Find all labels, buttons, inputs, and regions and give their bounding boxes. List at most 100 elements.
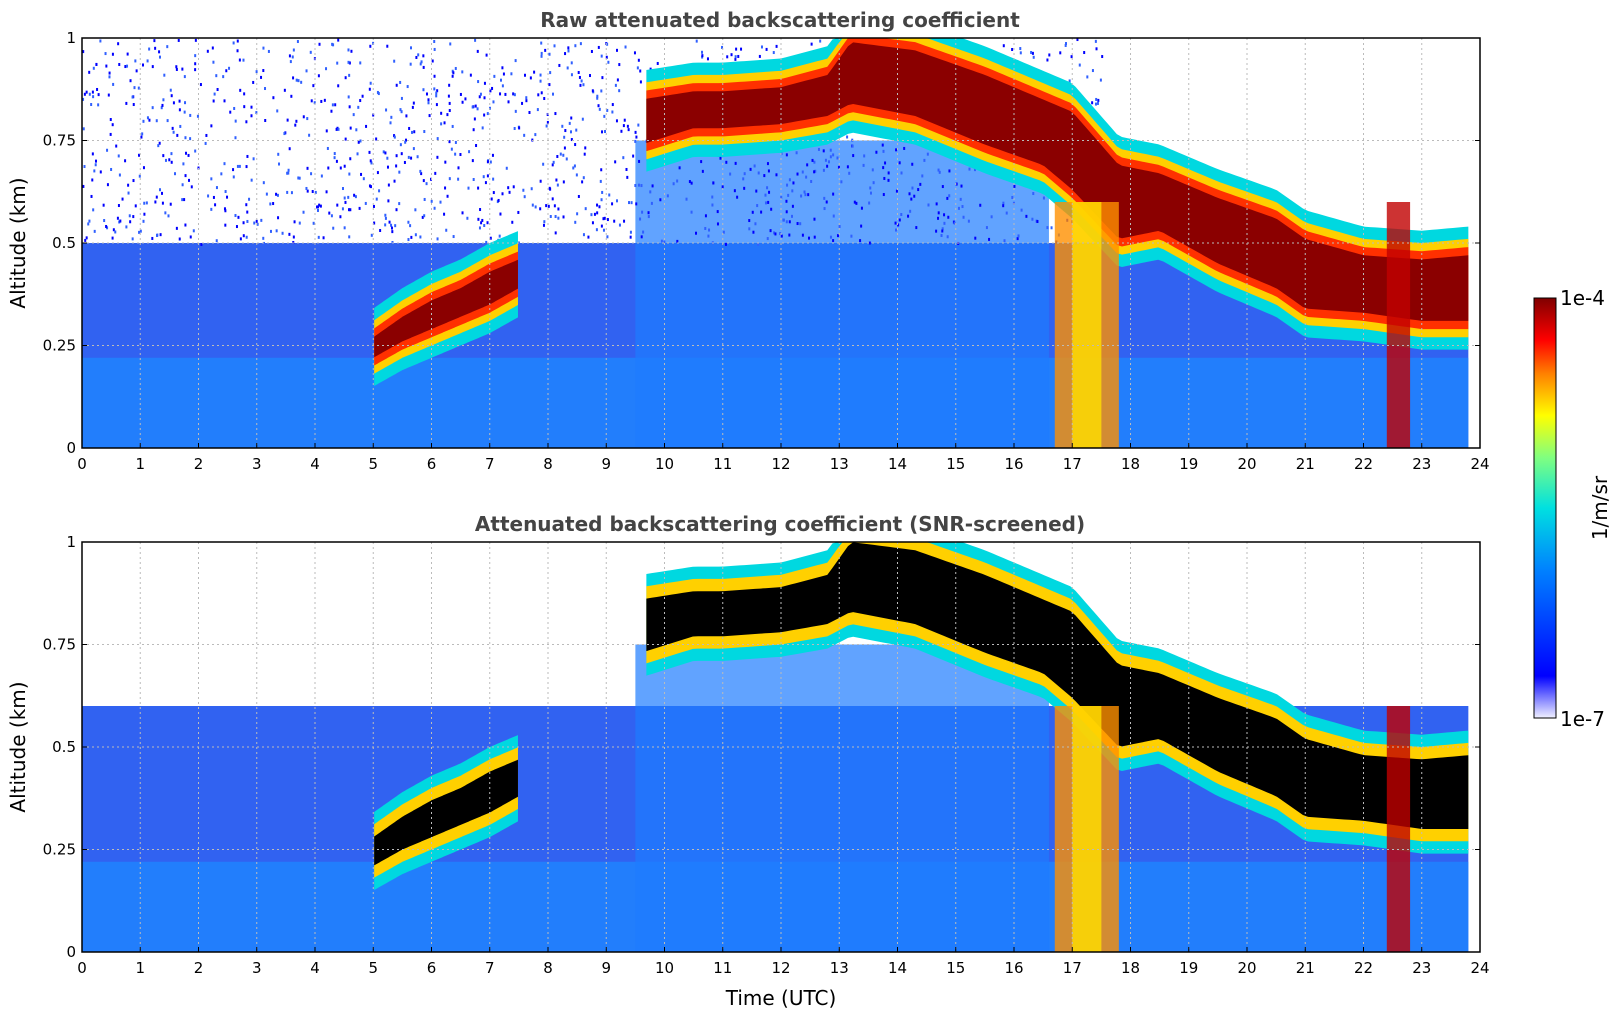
- noise-pixel: [390, 226, 393, 230]
- noise-pixel: [419, 62, 422, 66]
- noise-pixel: [477, 80, 480, 84]
- noise-pixel: [915, 226, 918, 230]
- noise-pixel: [157, 144, 160, 148]
- noise-pixel: [785, 153, 788, 157]
- x-tick-label: 21: [1296, 455, 1315, 473]
- panel-raw: Raw attenuated backscattering coefficien…: [6, 8, 1490, 473]
- noise-pixel: [523, 73, 526, 77]
- noise-pixel: [410, 156, 413, 160]
- noise-pixel: [461, 100, 464, 104]
- noise-pixel: [262, 236, 265, 240]
- noise-pixel: [935, 229, 938, 233]
- noise-pixel: [239, 237, 242, 241]
- noise-pixel: [822, 168, 825, 172]
- x-tick-label: 22: [1354, 455, 1373, 473]
- noise-pixel: [769, 229, 772, 233]
- noise-pixel: [547, 204, 550, 208]
- noise-pixel: [200, 242, 203, 246]
- noise-pixel: [369, 185, 372, 189]
- noise-pixel: [909, 209, 912, 213]
- noise-pixel: [559, 152, 562, 156]
- panel-screened: Attenuated backscattering coefficient (S…: [6, 512, 1490, 1010]
- noise-pixel: [1078, 63, 1081, 67]
- noise-pixel: [625, 167, 628, 171]
- noise-pixel: [614, 160, 617, 164]
- noise-pixel: [640, 235, 643, 239]
- noise-pixel: [846, 165, 849, 169]
- noise-pixel: [386, 156, 389, 160]
- noise-pixel: [791, 204, 794, 208]
- noise-pixel: [343, 226, 346, 230]
- noise-pixel: [348, 105, 351, 109]
- noise-pixel: [566, 66, 569, 70]
- heatmap-raw: [82, 38, 1480, 448]
- noise-pixel: [851, 144, 854, 148]
- noise-pixel: [224, 223, 227, 227]
- noise-pixel: [347, 48, 350, 52]
- noise-pixel: [111, 123, 114, 127]
- noise-pixel: [672, 182, 675, 186]
- noise-pixel: [245, 120, 248, 124]
- noise-pixel: [810, 179, 813, 183]
- noise-pixel: [188, 178, 191, 182]
- noise-pixel: [118, 220, 121, 224]
- noise-pixel: [422, 179, 425, 183]
- noise-pixel: [265, 192, 268, 196]
- noise-pixel: [119, 219, 122, 223]
- noise-pixel: [425, 182, 428, 186]
- noise-pixel: [83, 92, 86, 96]
- noise-pixel: [590, 49, 593, 53]
- noise-pixel: [161, 201, 164, 205]
- noise-pixel: [829, 235, 832, 239]
- noise-pixel: [766, 186, 769, 190]
- x-tick-label: 7: [485, 455, 495, 473]
- noise-pixel: [305, 186, 308, 190]
- noise-pixel: [860, 224, 863, 228]
- noise-pixel: [734, 161, 737, 165]
- noise-pixel: [443, 212, 446, 216]
- noise-pixel: [283, 88, 286, 92]
- noise-pixel: [316, 208, 319, 212]
- noise-pixel: [859, 239, 862, 243]
- y-tick-label: 0: [66, 943, 76, 961]
- noise-pixel: [348, 208, 351, 212]
- noise-pixel: [937, 211, 940, 215]
- noise-pixel: [212, 195, 215, 199]
- noise-pixel: [337, 127, 340, 131]
- noise-pixel: [336, 203, 339, 207]
- noise-pixel: [440, 122, 443, 126]
- noise-pixel: [548, 186, 551, 190]
- noise-pixel: [139, 229, 142, 233]
- noise-pixel: [378, 189, 381, 193]
- noise-pixel: [790, 214, 793, 218]
- noise-pixel: [478, 95, 481, 99]
- noise-pixel: [312, 221, 315, 225]
- noise-pixel: [158, 55, 161, 59]
- noise-pixel: [92, 95, 95, 99]
- noise-pixel: [1091, 69, 1094, 73]
- noise-pixel: [422, 54, 425, 58]
- noise-pixel: [348, 73, 351, 77]
- noise-pixel: [430, 199, 433, 203]
- noise-pixel: [477, 217, 480, 221]
- noise-pixel: [223, 99, 226, 103]
- noise-pixel: [138, 230, 141, 234]
- noise-pixel: [1019, 47, 1022, 51]
- noise-pixel: [412, 101, 415, 105]
- noise-pixel: [862, 163, 865, 167]
- noise-pixel: [250, 105, 253, 109]
- noise-pixel: [106, 148, 109, 152]
- noise-pixel: [595, 228, 598, 232]
- noise-pixel: [215, 186, 218, 190]
- noise-pixel: [337, 84, 340, 88]
- noise-pixel: [181, 67, 184, 71]
- noise-pixel: [233, 106, 236, 110]
- noise-pixel: [376, 90, 379, 94]
- noise-pixel: [133, 86, 136, 90]
- noise-pixel: [543, 97, 546, 101]
- noise-pixel: [448, 101, 451, 105]
- noise-pixel: [637, 58, 640, 62]
- noise-pixel: [206, 49, 209, 53]
- noise-pixel: [435, 94, 438, 98]
- noise-pixel: [570, 61, 573, 65]
